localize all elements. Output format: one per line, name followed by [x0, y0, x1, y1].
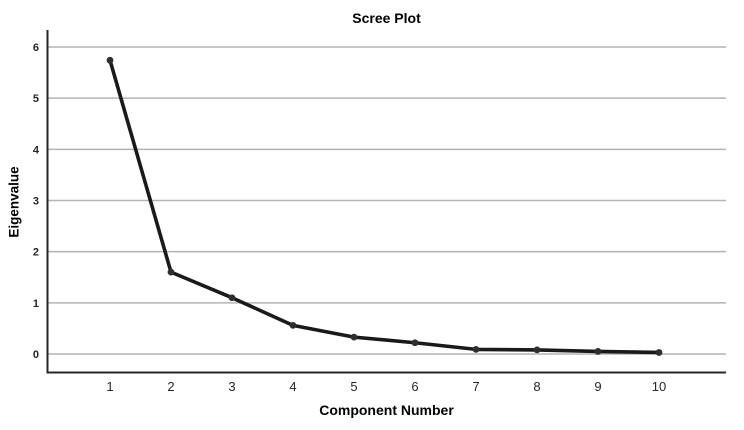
data-point-marker	[289, 321, 297, 329]
data-point-marker	[472, 345, 480, 353]
x-tick-label: 2	[167, 379, 174, 394]
data-point-marker	[655, 349, 663, 356]
y-tick-label: 2	[33, 247, 39, 259]
data-point-marker	[411, 339, 419, 347]
data-point-markers	[106, 56, 663, 356]
x-axis-title: Component Number	[319, 402, 454, 418]
y-tick-label: 5	[33, 93, 39, 105]
x-tick-label: 5	[350, 379, 357, 394]
x-axis-tick-labels: 1 2 3 4 5 6 7 8 9 10	[106, 379, 666, 394]
y-axis-tick-labels: 0 1 2 3 4 5 6	[33, 42, 40, 361]
x-tick-label: 9	[594, 379, 601, 394]
y-tick-label: 3	[33, 196, 39, 208]
data-point-marker	[228, 294, 236, 302]
scree-polyline	[108, 58, 661, 355]
scree-line	[108, 58, 661, 355]
data-point-marker	[533, 346, 541, 354]
y-tick-label: 0	[33, 349, 39, 361]
axes	[46, 30, 726, 374]
x-tick-label: 7	[472, 379, 479, 394]
data-point-marker	[594, 348, 602, 355]
x-tick-label: 10	[652, 379, 666, 394]
x-tick-label: 4	[289, 379, 296, 394]
y-tick-label: 6	[33, 42, 39, 54]
chart-title: Scree Plot	[352, 10, 421, 26]
data-point-marker	[167, 268, 175, 276]
x-tick-label: 8	[533, 379, 540, 394]
data-point-marker	[350, 333, 358, 341]
y-tick-label: 4	[33, 144, 40, 156]
y-tick-label: 1	[33, 298, 39, 310]
x-tick-label: 1	[106, 379, 113, 394]
gridlines	[47, 46, 726, 355]
x-tick-label: 6	[411, 379, 418, 394]
x-tick-label: 3	[228, 379, 235, 394]
data-point-marker	[106, 56, 114, 64]
